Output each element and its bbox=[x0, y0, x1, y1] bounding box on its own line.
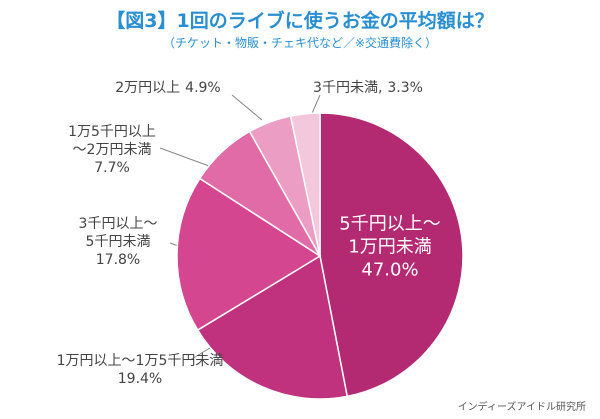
slice-label: 1万5千円以上 ～2万円未満 7.7% bbox=[68, 123, 156, 177]
chart-subtitle: （チケット・物販・チェキ代など／※交通費除く） bbox=[162, 36, 438, 50]
category-label: 2万円以上 bbox=[115, 80, 181, 96]
leader-lines bbox=[159, 94, 321, 361]
value-label: 7.7% bbox=[94, 160, 130, 176]
value-label: 17.8% bbox=[95, 252, 141, 268]
pie-slice bbox=[176, 177, 322, 332]
slice-label: 1万円以上～1万5千円未満 19.4% bbox=[57, 352, 224, 388]
chart-title: 【図3】1回のライブに使うお金の平均額は？ bbox=[106, 10, 494, 32]
category-label: 1万円以上～1万5千円未満 bbox=[56, 353, 224, 369]
value-label: 3.3% bbox=[387, 80, 423, 96]
slice-label: 3千円以上～ 5千円未満 17.8% bbox=[79, 215, 158, 269]
pie-slice bbox=[289, 112, 321, 257]
slice-label: 5千円以上～ 1万円未満 47.0% bbox=[339, 213, 440, 282]
slice-label: 2万円以上 4.9% bbox=[115, 79, 221, 97]
category-label: 3千円未満, bbox=[313, 80, 383, 96]
category-label: 1万5千円以上 ～2万円未満 bbox=[68, 124, 156, 158]
category-label: 5千円以上～ 1万円未満 bbox=[339, 213, 441, 258]
source: インディーズアイドル研究所 bbox=[457, 402, 586, 413]
leader-line bbox=[231, 94, 263, 121]
value-label: 47.0% bbox=[361, 259, 419, 281]
value-label: 4.9% bbox=[185, 80, 221, 96]
pie-slice bbox=[319, 112, 464, 398]
value-label: 19.4% bbox=[117, 371, 163, 387]
category-label: 3千円以上～ 5千円未満 bbox=[78, 216, 158, 250]
pie-slice bbox=[196, 254, 349, 400]
slice-label: 3千円未満, 3.3% bbox=[313, 79, 423, 97]
